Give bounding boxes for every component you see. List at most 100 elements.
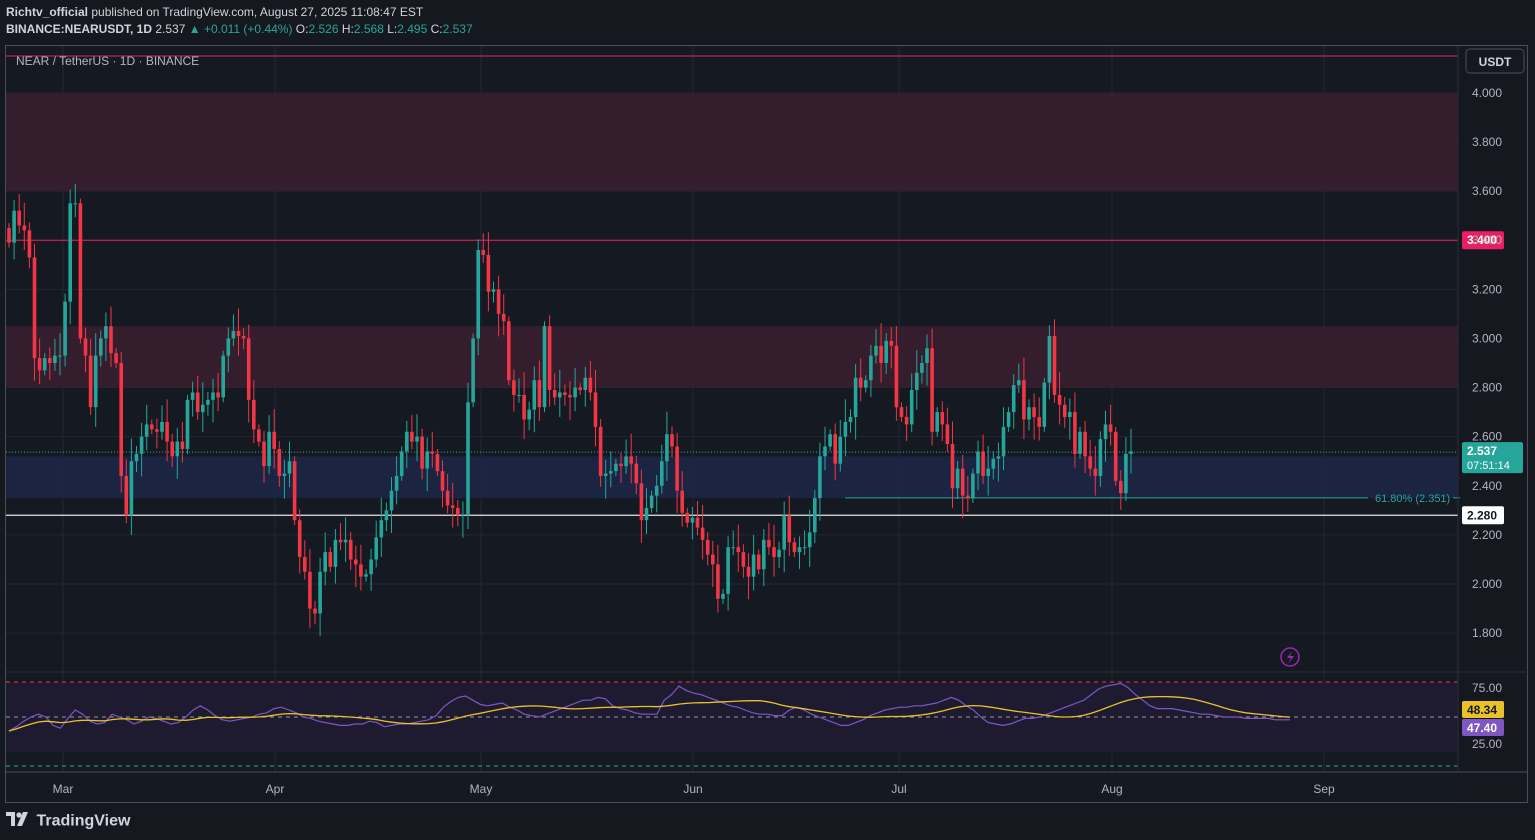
candle[interactable] [124,459,129,524]
candle[interactable] [170,433,174,468]
candle[interactable] [818,442,822,521]
candle[interactable] [216,372,220,412]
candle[interactable] [359,544,363,591]
candle[interactable] [762,529,766,587]
candle[interactable] [558,369,562,418]
candle[interactable] [83,327,88,373]
candle[interactable] [726,536,730,611]
candle[interactable] [476,239,480,356]
candle[interactable] [1057,372,1062,425]
candle[interactable] [282,459,287,499]
candle[interactable] [246,324,251,423]
candle[interactable] [88,338,93,416]
candle[interactable] [262,430,266,483]
rsi-ma-line[interactable] [8,695,1291,732]
candle[interactable] [869,344,873,397]
candle[interactable] [318,558,322,637]
candle[interactable] [705,531,710,566]
candle[interactable] [405,420,409,469]
candle[interactable] [507,316,511,386]
candle[interactable] [99,330,103,367]
candle[interactable] [695,501,700,536]
candle[interactable] [165,399,169,462]
candle[interactable] [364,569,368,582]
candle[interactable] [603,459,608,499]
candle[interactable] [292,456,297,526]
candle[interactable] [614,458,618,476]
candle[interactable] [690,506,695,540]
candle[interactable] [491,281,496,303]
candle[interactable] [813,490,817,544]
candle[interactable] [879,323,883,383]
candle[interactable] [272,409,276,469]
candle[interactable] [379,497,384,558]
candle[interactable] [787,495,792,557]
candle[interactable] [119,352,123,493]
candle[interactable] [313,600,317,625]
candle[interactable] [486,232,491,312]
candle[interactable] [7,223,11,248]
candle[interactable] [721,588,725,604]
candle[interactable] [639,469,644,543]
candle[interactable] [1113,426,1118,486]
candle[interactable] [716,544,720,613]
candle[interactable] [889,327,894,369]
candle[interactable] [981,434,985,484]
candle[interactable] [930,328,934,446]
candle[interactable] [481,233,486,263]
candle[interactable] [420,428,424,480]
candle[interactable] [501,294,506,336]
candle[interactable] [1011,374,1016,429]
candle[interactable] [568,381,572,420]
candle[interactable] [445,474,450,514]
candle[interactable] [971,468,975,503]
candle[interactable] [1022,357,1026,440]
candle[interactable] [93,333,98,427]
candle[interactable] [996,442,1001,482]
candle[interactable] [522,372,526,440]
candle[interactable] [1093,446,1098,496]
candle[interactable] [598,418,603,487]
candle[interactable] [624,439,628,475]
candle[interactable] [155,418,159,449]
candle[interactable] [354,545,358,587]
candle[interactable] [144,404,149,451]
candle[interactable] [1088,439,1092,477]
candle[interactable] [1103,410,1108,462]
candle[interactable] [68,189,72,325]
candle[interactable] [180,421,185,463]
candle[interactable] [369,548,373,591]
candle[interactable] [134,446,139,473]
candle[interactable] [430,431,435,468]
candle[interactable] [573,367,577,412]
candle[interactable] [1027,399,1031,431]
candle[interactable] [252,380,256,444]
candle[interactable] [277,441,282,487]
candle[interactable] [823,426,827,471]
candle[interactable] [160,405,164,440]
candle[interactable] [680,471,684,527]
candle[interactable] [410,415,414,450]
candle[interactable] [1108,404,1113,446]
candle[interactable] [848,409,853,433]
candle[interactable] [609,451,613,488]
candle[interactable] [578,382,582,395]
candle[interactable] [700,504,705,560]
candle[interactable] [512,369,516,412]
flash-icon[interactable] [1280,647,1300,667]
candle[interactable] [1078,426,1082,459]
candle[interactable] [1062,396,1067,428]
candle[interactable] [588,361,593,401]
candle[interactable] [211,378,215,423]
candle[interactable] [435,448,440,476]
candle[interactable] [1098,431,1103,487]
candle[interactable] [461,501,465,538]
candle[interactable] [583,366,588,407]
candle[interactable] [109,306,113,367]
candle[interactable] [552,373,557,406]
candle[interactable] [440,460,445,508]
candle[interactable] [807,509,812,567]
candle[interactable] [950,421,955,508]
candle[interactable] [634,455,639,495]
candle[interactable] [496,275,501,337]
